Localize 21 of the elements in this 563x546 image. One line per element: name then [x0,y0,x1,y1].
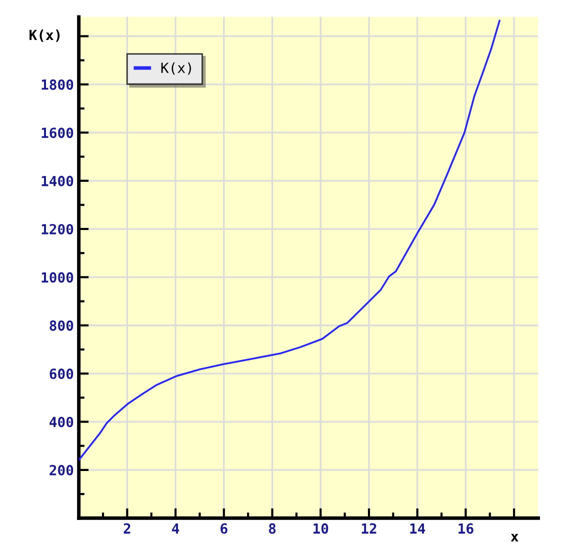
y-tick-label: 1400 [42,176,74,186]
x-axis-title: x [510,534,518,542]
x-tick-label: 10 [314,523,328,534]
y-tick-label: 1200 [42,224,74,234]
y-tick-label: 600 [50,368,74,380]
y-tick-label: 1000 [42,272,74,283]
x-tick-label: 4 [172,523,180,534]
y-axis-title: K(x) [30,30,60,42]
y-tick-label: 200 [50,464,74,476]
line-series [78,20,500,461]
y-tick-label: 1600 [42,128,74,138]
x-tick-label: 2 [124,523,130,534]
y-tick-label: 1800 [42,79,74,90]
x-tick-label: 6 [220,523,228,534]
x-tick-label: 8 [268,523,276,534]
y-tick-label: 800 [50,320,74,331]
y-tick-label: 400 [50,416,74,428]
x-tick-label: 16 [458,523,474,534]
legend-label: K(x) [161,62,192,75]
x-tick-label: 14 [410,523,426,534]
x-tick-label: 12 [362,523,376,534]
